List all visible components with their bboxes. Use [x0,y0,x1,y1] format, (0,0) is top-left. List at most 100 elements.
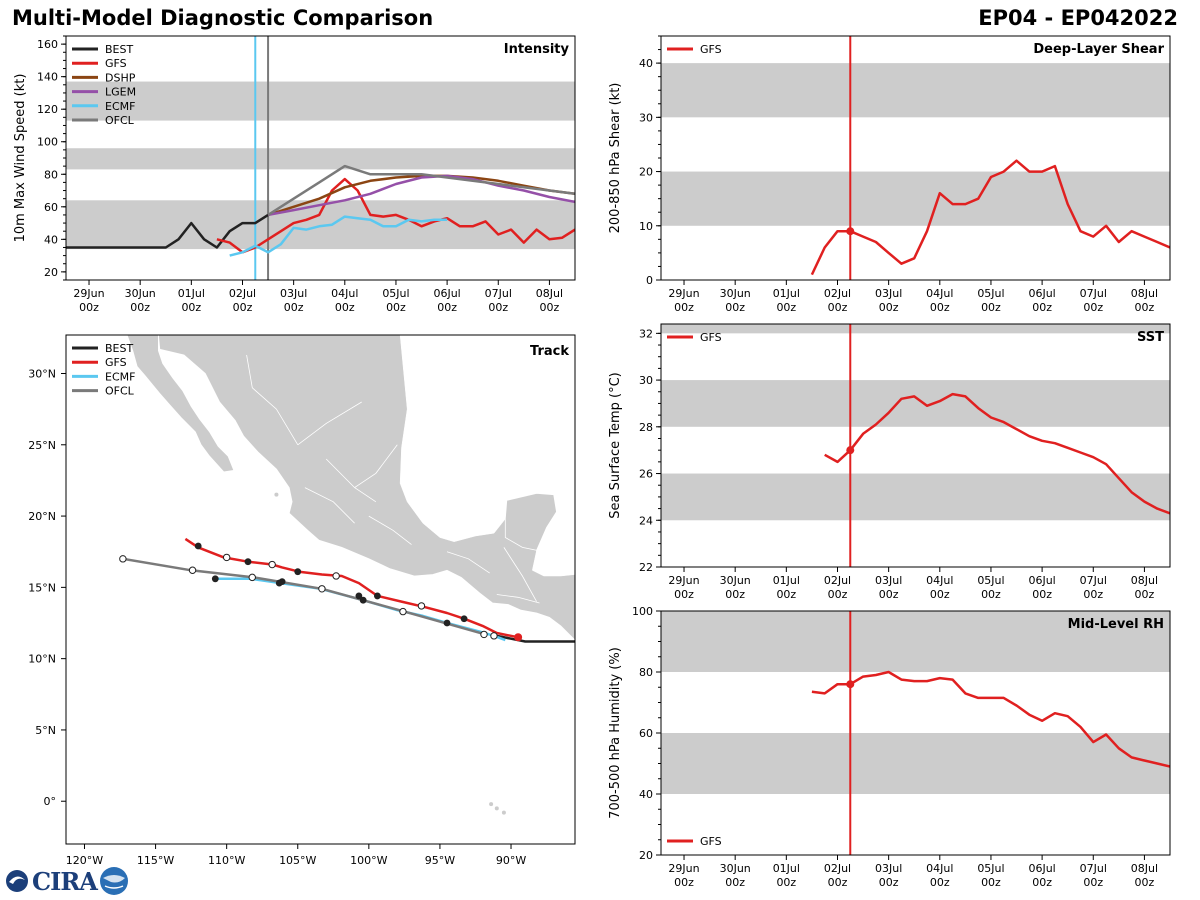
track-ecmf [215,577,506,642]
x-tick-label: 00z [233,301,253,314]
x-tick-label: 00z [130,301,150,314]
x-tick-label: 00z [828,301,848,314]
x-tick-label: 08Jul [1131,574,1158,587]
x-tick-label: 07Jul [1080,287,1107,300]
x-tick-label: 00z [437,301,457,314]
x-tick-label: 00z [930,876,950,889]
series-ecmf [229,215,448,257]
x-tick-label: 05Jul [977,862,1004,875]
lat-tick-label: 5°N [35,724,56,737]
legend-label-best: BEST [105,342,133,355]
x-tick-label: 30Jun [720,287,751,300]
y-tick-label: 10 [639,220,653,233]
y-axis-label: Sea Surface Temp (°C) [608,372,623,519]
x-tick-label: 00z [725,301,745,314]
x-tick-label: 00z [930,301,950,314]
x-tick-label: 04Jul [926,574,953,587]
x-tick-label: 00z [1032,876,1052,889]
x-tick-label: 00z [488,301,508,314]
lon-tick-label: 100°W [350,854,387,867]
track-point-open [399,607,407,616]
x-tick-label: 07Jul [1080,862,1107,875]
lon-tick-label: 105°W [279,854,316,867]
track-point-open [188,566,197,574]
y-tick-label: 60 [639,727,653,740]
map-frame [65,334,576,845]
x-tick-label: 07Jul [485,287,512,300]
lat-tick-label: 10°N [28,653,56,666]
y-tick-label: 160 [37,38,58,51]
shaded-band [661,171,1170,226]
series-gfs [216,177,575,254]
legend-label-dshp: DSHP [105,71,136,84]
x-tick-label: 29Jun [668,287,699,300]
track-point-open [248,573,256,582]
state-border [368,515,412,545]
series-gfs [824,392,1170,515]
current-marker [846,446,855,455]
x-tick-label: 29Jun [668,862,699,875]
galapagos-island [494,806,499,811]
y-axis-label: 200-850 hPa Shear (kt) [608,83,623,234]
state-border [297,401,362,446]
panel-title: Deep-Layer Shear [1033,42,1164,57]
lat-tick-label: 15°N [28,581,56,594]
legend-label-gfs: GFS [105,57,127,70]
x-tick-label: 03Jul [875,287,902,300]
state-border [496,594,540,604]
x-tick-label: 03Jul [280,287,307,300]
x-tick-label: 05Jul [977,287,1004,300]
track-point-open [480,630,488,639]
y-axis-label: 700-500 hPa Humidity (%) [608,647,623,819]
land-cuba [574,476,575,491]
track-point-open [222,553,231,562]
state-border [446,551,490,574]
legend-label-best: BEST [105,43,133,56]
y-tick-label: 24 [639,514,653,527]
storm-id: EP04 - EP042022 [978,6,1178,30]
track-point-open [268,560,276,569]
legend-label-ofcl: OFCL [105,114,135,127]
cira-logo: CIRA [4,866,129,896]
legend-label-ecmf: ECMF [105,370,135,383]
x-tick-label: 06Jul [1028,574,1055,587]
y-tick-label: 40 [44,233,58,246]
track-ofcl [122,557,486,636]
x-tick-label: 02Jul [824,574,851,587]
island [274,492,279,497]
series-lgem [267,174,575,217]
y-tick-label: 80 [44,168,58,181]
lon-tick-label: 95°W [425,854,455,867]
x-tick-label: 05Jul [977,574,1004,587]
x-tick-label: 04Jul [926,862,953,875]
y-tick-label: 22 [639,561,653,574]
state-border [354,444,398,488]
land-baja [126,335,235,473]
x-tick-label: 30Jun [720,574,751,587]
x-tick-label: 00z [386,301,406,314]
lon-tick-label: 90°W [496,854,526,867]
state-border [503,547,537,602]
x-tick-label: 00z [828,876,848,889]
x-tick-label: 00z [725,588,745,601]
x-tick-label: 00z [1083,301,1103,314]
track-point-filled [373,592,381,600]
x-tick-label: 00z [879,876,899,889]
track-point-filled [294,568,302,576]
lat-tick-label: 25°N [28,439,56,452]
track-point-filled [460,615,468,623]
legend-label-ofcl: OFCL [105,385,135,398]
track-point-filled [355,592,363,600]
x-tick-label: 00z [1135,876,1155,889]
shaded-band [66,148,575,170]
x-tick-label: 30Jun [720,862,751,875]
series-gfs [810,159,1170,276]
panel-title: Track [530,344,569,359]
x-tick-label: 06Jul [433,287,460,300]
track-point-filled [359,596,367,604]
x-tick-label: 00z [930,588,950,601]
x-tick-label: 00z [981,301,1001,314]
y-tick-label: 100 [37,136,58,149]
x-tick-label: 00z [981,588,1001,601]
